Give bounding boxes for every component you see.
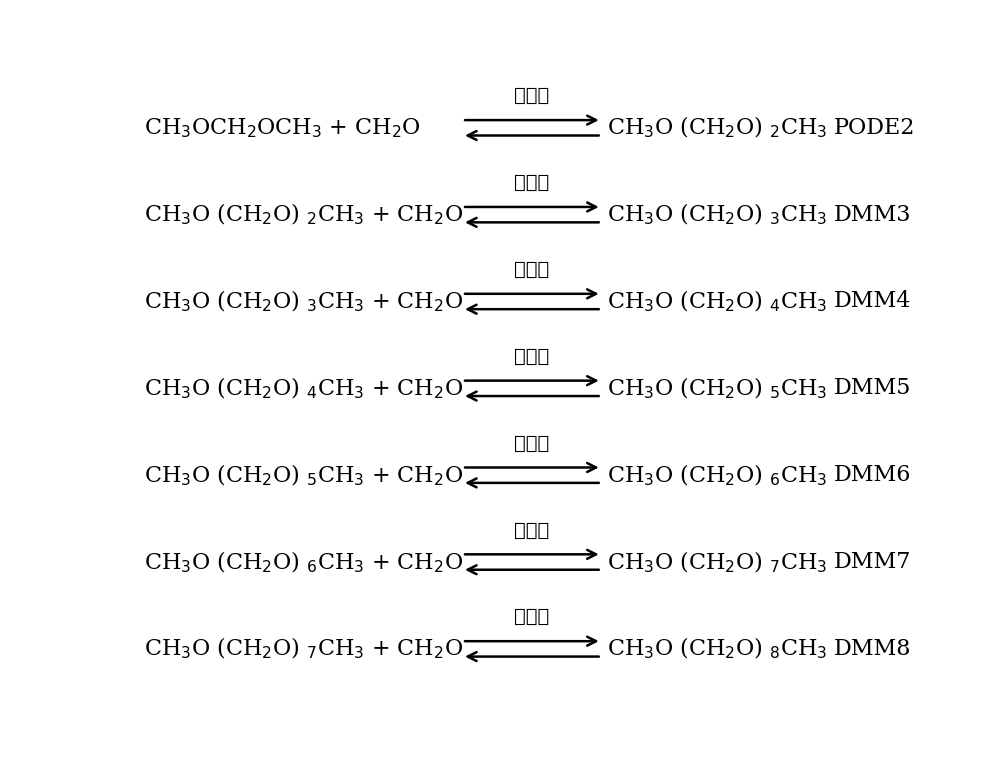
Text: CH$_3$O (CH$_2$O) $_{6}$CH$_3$: CH$_3$O (CH$_2$O) $_{6}$CH$_3$ <box>607 463 827 488</box>
Text: DMM5: DMM5 <box>834 378 912 399</box>
Text: CH$_3$OCH$_2$OCH$_3$ + CH$_2$O: CH$_3$OCH$_2$OCH$_3$ + CH$_2$O <box>144 116 421 140</box>
Text: 偒化剂: 偒化剂 <box>514 347 550 366</box>
Text: DMM4: DMM4 <box>834 291 912 312</box>
Text: DMM3: DMM3 <box>834 204 912 225</box>
Text: 偒化剂: 偒化剂 <box>514 608 550 627</box>
Text: CH$_3$O (CH$_2$O) $_{5}$CH$_3$ + CH$_2$O: CH$_3$O (CH$_2$O) $_{5}$CH$_3$ + CH$_2$O <box>144 463 463 488</box>
Text: PODE2: PODE2 <box>834 117 916 139</box>
Text: 偒化剂: 偒化剂 <box>514 173 550 192</box>
Text: CH$_3$O (CH$_2$O) $_{5}$CH$_3$: CH$_3$O (CH$_2$O) $_{5}$CH$_3$ <box>607 376 827 401</box>
Text: CH$_3$O (CH$_2$O) $_{8}$CH$_3$: CH$_3$O (CH$_2$O) $_{8}$CH$_3$ <box>607 636 827 661</box>
Text: CH$_3$O (CH$_2$O) $_{3}$CH$_3$ + CH$_2$O: CH$_3$O (CH$_2$O) $_{3}$CH$_3$ + CH$_2$O <box>144 289 463 314</box>
Text: 偒化剂: 偒化剂 <box>514 521 550 540</box>
Text: CH$_3$O (CH$_2$O) $_{2}$CH$_3$ + CH$_2$O: CH$_3$O (CH$_2$O) $_{2}$CH$_3$ + CH$_2$O <box>144 202 463 228</box>
Text: CH$_3$O (CH$_2$O) $_{7}$CH$_3$ + CH$_2$O: CH$_3$O (CH$_2$O) $_{7}$CH$_3$ + CH$_2$O <box>144 636 463 661</box>
Text: CH$_3$O (CH$_2$O) $_{3}$CH$_3$: CH$_3$O (CH$_2$O) $_{3}$CH$_3$ <box>607 202 827 228</box>
Text: 偒化剂: 偒化剂 <box>514 434 550 453</box>
Text: CH$_3$O (CH$_2$O) $_{7}$CH$_3$: CH$_3$O (CH$_2$O) $_{7}$CH$_3$ <box>607 549 827 574</box>
Text: DMM8: DMM8 <box>834 638 912 660</box>
Text: 偒化剂: 偒化剂 <box>514 86 550 105</box>
Text: DMM6: DMM6 <box>834 464 912 486</box>
Text: 偒化剂: 偒化剂 <box>514 260 550 279</box>
Text: CH$_3$O (CH$_2$O) $_{4}$CH$_3$ + CH$_2$O: CH$_3$O (CH$_2$O) $_{4}$CH$_3$ + CH$_2$O <box>144 376 463 401</box>
Text: CH$_3$O (CH$_2$O) $_{6}$CH$_3$ + CH$_2$O: CH$_3$O (CH$_2$O) $_{6}$CH$_3$ + CH$_2$O <box>144 549 463 574</box>
Text: CH$_3$O (CH$_2$O) $_{2}$CH$_3$: CH$_3$O (CH$_2$O) $_{2}$CH$_3$ <box>607 115 827 141</box>
Text: DMM7: DMM7 <box>834 551 912 573</box>
Text: CH$_3$O (CH$_2$O) $_{4}$CH$_3$: CH$_3$O (CH$_2$O) $_{4}$CH$_3$ <box>607 289 827 314</box>
